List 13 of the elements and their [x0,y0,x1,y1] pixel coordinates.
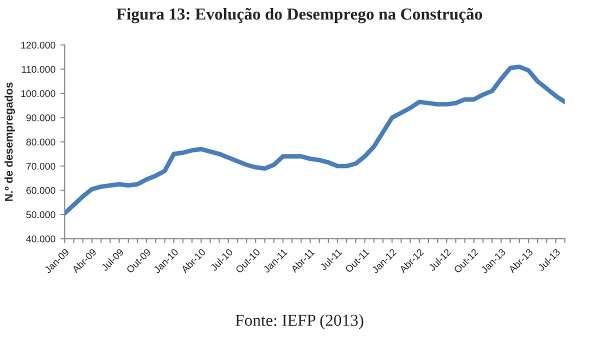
y-tick-label: 100.000 [21,90,56,98]
y-tick-label: 120.000 [21,42,56,49]
y-axis-title: N.º de desempregados [4,82,15,201]
chart-title: Figura 13: Evolução do Desemprego na Construção [116,8,482,24]
y-tick-label: 50.000 [26,211,56,218]
y-tick-label: 80.000 [26,138,56,146]
line-series [64,64,565,216]
y-tick-label: 40.000 [26,235,56,242]
y-tick-label: 70.000 [26,162,56,170]
y-tick-label: 90.000 [26,114,56,122]
y-tick-label: 60.000 [26,187,56,194]
source-note: Fonte: IEFP (2013) [235,314,364,330]
y-tick-label: 110.000 [22,66,56,73]
